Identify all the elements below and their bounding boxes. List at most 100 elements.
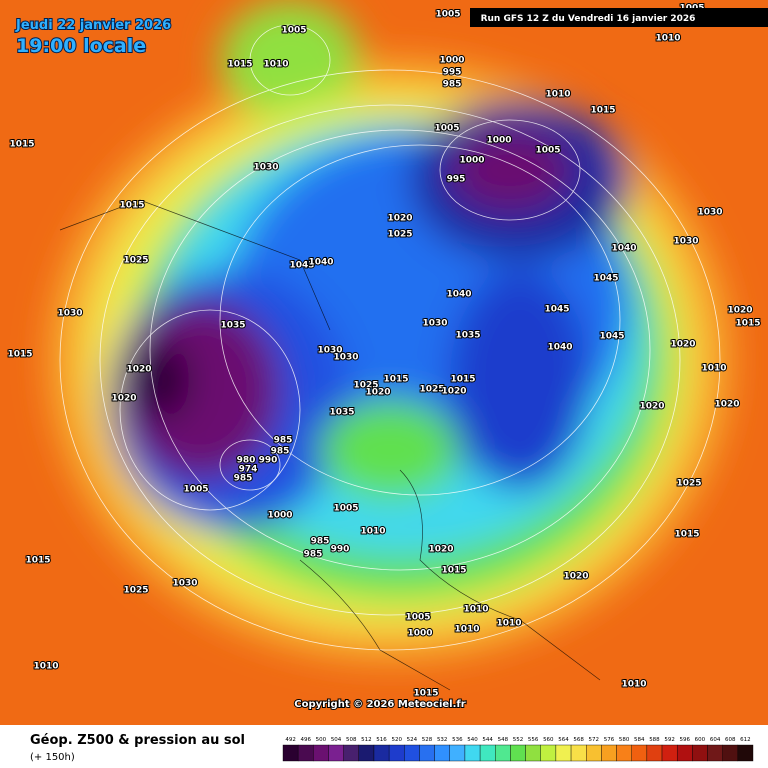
- colorbar-label: 596: [680, 737, 691, 743]
- isobar-label: 1045: [544, 305, 569, 315]
- isobar-labels: 1005 1005 1015 1010 1015 1030 1000 995 985 1010 10…: [6, 3, 761, 700]
- isobar-label: 1010: [463, 605, 488, 615]
- isobar-label: 1000: [439, 56, 464, 66]
- colorbar-swatch: [419, 744, 435, 762]
- colorbar-label: 604: [710, 737, 721, 743]
- isobar-label: 1005: [281, 26, 306, 36]
- colorbar-swatch: [631, 744, 648, 762]
- isobar-label: 1025: [387, 230, 412, 240]
- colorbar-swatch: [646, 744, 663, 762]
- isobar-label: 1030: [57, 309, 82, 319]
- colorbar-label: 588: [649, 737, 660, 743]
- footer: Géop. Z500 & pression au sol (+ 150h) 49…: [0, 725, 768, 768]
- time: 19:00 locale: [16, 35, 146, 57]
- isobar-label: 1015: [735, 319, 760, 329]
- colorbar-label: 592: [664, 737, 675, 743]
- colorbar-label: 568: [573, 737, 584, 743]
- colorbar-label: 516: [376, 737, 387, 743]
- isobar-label: 1045: [289, 261, 314, 271]
- colorbar-swatch: [297, 744, 314, 762]
- colorbar-swatch: [601, 744, 617, 762]
- isobar-label: 1030: [673, 237, 698, 247]
- isobar-label: 1015: [227, 60, 252, 70]
- isobar-label: 1000: [267, 511, 292, 521]
- colorbar: 492 496 500 504 508 512 516 520 524 528 532 536 540 5…: [282, 737, 754, 762]
- isobar-label: 1005: [333, 504, 358, 514]
- isobar-label: 1005: [405, 613, 430, 623]
- isobar-label: 1040: [446, 290, 471, 300]
- isobar-label: 990: [259, 456, 278, 466]
- isobar-label: 1000: [407, 629, 432, 639]
- colorbar-swatch: [616, 744, 632, 762]
- colorbar-label: 504: [331, 737, 342, 743]
- colorbar-label: 572: [589, 737, 600, 743]
- date: Jeudi 22 janvier 2026: [15, 18, 171, 33]
- isobar-label: 1020: [639, 402, 664, 412]
- isobar-label: 1025: [123, 586, 148, 596]
- isobar-label: 1030: [333, 353, 358, 363]
- colorbar-label: 576: [604, 737, 615, 743]
- isobar-label: 1005: [183, 485, 208, 495]
- isobar-label: 985: [443, 80, 462, 90]
- isobar-label: 1040: [547, 343, 572, 353]
- isobar-label: 1020: [563, 572, 588, 582]
- isobar-label: 1030: [422, 319, 447, 329]
- isobar-label: 985: [311, 537, 330, 547]
- colorbar-label: 528: [422, 737, 433, 743]
- colorbar-label: 500: [316, 737, 327, 743]
- colorbar-label: 496: [300, 737, 311, 743]
- colorbar-swatch: [661, 744, 678, 762]
- colorbar-swatch: [358, 744, 375, 762]
- colorbar-swatch: [586, 744, 602, 762]
- colorbar-swatch: [707, 744, 723, 762]
- isobar-label: 1020: [365, 388, 390, 398]
- isobar-label: 1020: [387, 214, 412, 224]
- colorbar-label: 512: [361, 737, 372, 743]
- colorbar-swatch: [570, 744, 587, 762]
- isobar-label: 1020: [441, 387, 466, 397]
- isobar-label: 1020: [714, 400, 739, 410]
- copyright: Copyright © 2026 Meteociel.fr: [294, 699, 465, 710]
- colorbar-label: 564: [558, 737, 569, 743]
- isobar-label: 1030: [172, 579, 197, 589]
- isobar-label: 1030: [317, 346, 342, 356]
- isobar-label: 1010: [496, 619, 521, 629]
- header: Jeudi 22 janvier 2026 19:00 locale Run G…: [14, 8, 768, 58]
- isobar-label: 985: [274, 436, 293, 446]
- isobar-label: 1020: [428, 545, 453, 555]
- isobar-label: 1025: [419, 385, 444, 395]
- isobar-label: 985: [271, 447, 290, 457]
- isobar-label: 1020: [727, 306, 752, 316]
- colorbar-swatch: [313, 744, 329, 762]
- isobar-label: 1010: [454, 625, 479, 635]
- colorbar-label: 584: [634, 737, 645, 743]
- isobar-label: 1035: [329, 408, 354, 418]
- colorbar-label: 508: [346, 737, 357, 743]
- colorbar-swatch: [328, 744, 344, 762]
- isobar-label: 1020: [670, 340, 695, 350]
- isobar-label: 1005: [435, 10, 460, 20]
- isobar-label: 1015: [674, 530, 699, 540]
- isobar-label: 1015: [119, 201, 144, 211]
- colorbar-swatch: [692, 744, 708, 762]
- isobar-label: 1010: [360, 527, 385, 537]
- colorbar-label: 552: [513, 737, 524, 743]
- isobar-label: 1015: [7, 350, 32, 360]
- colorbar-label: 492: [285, 737, 296, 743]
- isobar-label: 1015: [590, 106, 615, 116]
- isobar-label: 1020: [111, 394, 136, 404]
- isobar-label: 1015: [383, 375, 408, 385]
- isobar-label: 974: [239, 465, 258, 475]
- colorbar-swatch: [510, 744, 526, 762]
- colorbar-swatch: [479, 744, 496, 762]
- isobar-label: 1010: [621, 680, 646, 690]
- colorbar-label: 560: [543, 737, 554, 743]
- isobar-label: 1015: [450, 375, 475, 385]
- isobar-label: 1025: [676, 479, 701, 489]
- isobar-label: 1005: [535, 146, 560, 156]
- isobar-label: 1035: [455, 331, 480, 341]
- run-box: [470, 8, 768, 27]
- isobar-label: 1025: [353, 381, 378, 391]
- isobar-label: 1025: [123, 256, 148, 266]
